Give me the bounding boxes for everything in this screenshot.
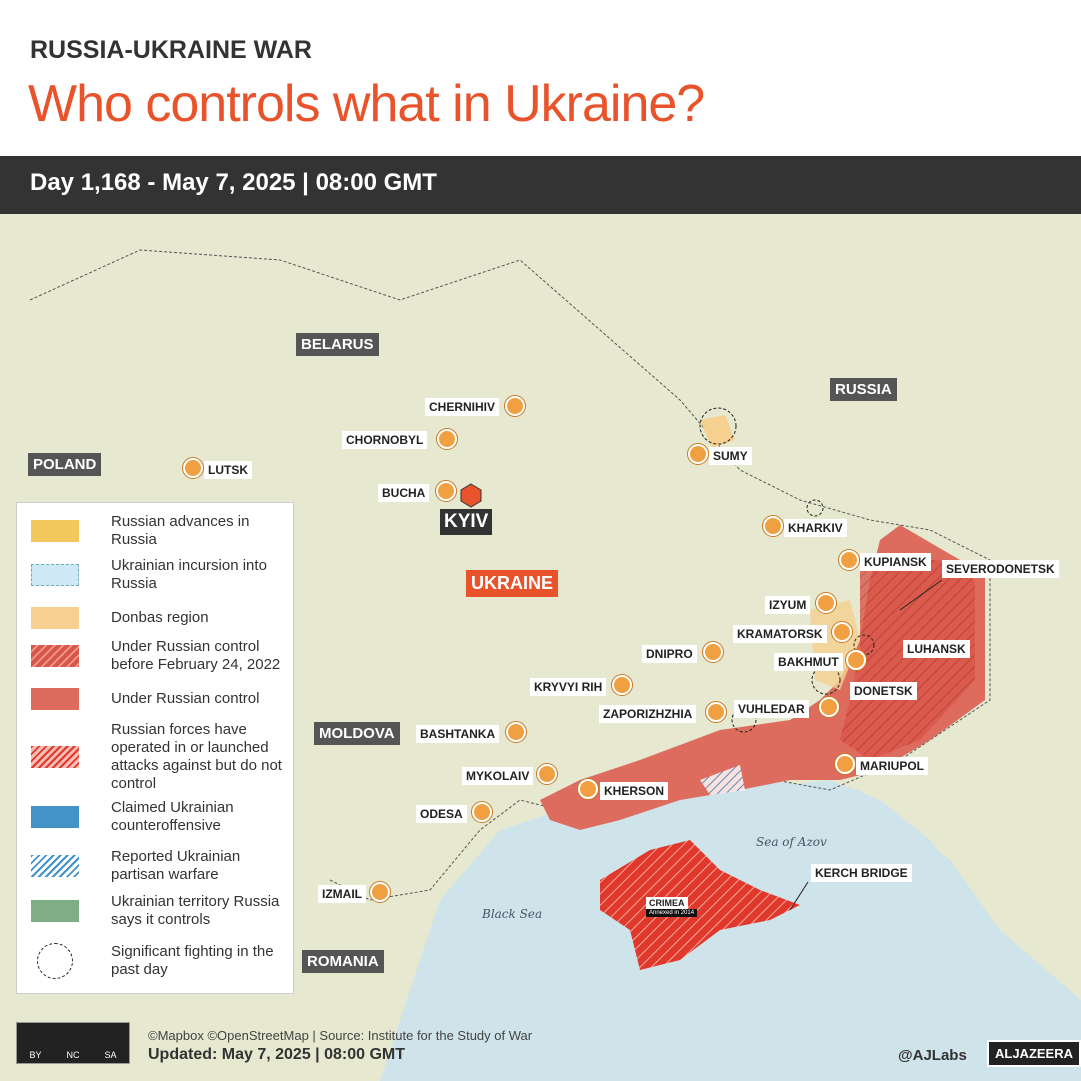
dateline: Day 1,168 - May 7, 2025 | 08:00 GMT [0, 156, 1081, 214]
legend-item-operated: Russian forces have operated in or launc… [31, 721, 291, 793]
ajlabs-handle: @AJLabs [898, 1047, 967, 1064]
city-marker [835, 754, 855, 774]
advances-sumy [700, 415, 735, 448]
city-marker [706, 702, 726, 722]
creative-commons-license-icon: BY NC SA [16, 1022, 130, 1064]
city-mariupol: MARIUPOL [856, 757, 928, 775]
fighting-sumy [699, 407, 737, 445]
city-severodonetsk: SEVERODONETSK [942, 560, 1059, 578]
legend-item-fighting: Significant fighting in the past day [31, 943, 291, 979]
city-dnipro: DNIPRO [642, 645, 697, 663]
country-moldova: MOLDOVA [314, 722, 400, 745]
city-marker [370, 882, 390, 902]
city-marker [436, 481, 456, 501]
city-kupiansk: KUPIANSK [860, 553, 931, 571]
city-marker [183, 458, 203, 478]
country-poland: POLAND [28, 453, 102, 476]
fighting-swatch-icon [31, 943, 79, 979]
city-vuhledar: VUHLEDAR [734, 700, 809, 718]
partisan-swatch-icon [31, 855, 79, 877]
city-marker [846, 650, 866, 670]
city-marker [703, 642, 723, 662]
city-marker [472, 802, 492, 822]
black-sea-label: Black Sea [481, 907, 542, 921]
city-sumy: SUMY [709, 447, 752, 465]
legend: Russian advances in Russia Ukrainian inc… [16, 502, 294, 994]
city-marker [763, 516, 783, 536]
city-marker [612, 675, 632, 695]
city-mykolaiv: MYKOLAIV [462, 767, 534, 785]
crimea-area [600, 840, 800, 970]
donbas-swatch-icon [31, 607, 79, 629]
city-marker [832, 622, 852, 642]
city-marker [506, 722, 526, 742]
operated-swatch-icon [31, 746, 79, 768]
counteroffensive-swatch-icon [31, 806, 79, 828]
country-belarus: BELARUS [296, 333, 379, 356]
country-russia: RUSSIA [830, 378, 897, 401]
advances-swatch-icon [31, 520, 79, 542]
legend-item-counteroffensive: Claimed Ukrainian counteroffensive [31, 799, 291, 835]
city-kryvyi-rih: KRYVYI RIH [530, 678, 607, 696]
city-zaporizhzhia: ZAPORIZHZHIA [599, 705, 697, 723]
city-chernihiv: CHERNIHIV [425, 398, 500, 416]
aljazeera-logo: ALJAZEERA [987, 1040, 1081, 1067]
pre-2022-swatch-icon [31, 645, 79, 667]
country-ukraine: UKRAINE [466, 570, 559, 597]
city-odesa: ODESA [416, 805, 467, 823]
city-donetsk: DONETSK [850, 682, 917, 700]
kicker: RUSSIA-UKRAINE WAR [30, 36, 312, 64]
city-bucha: BUCHA [378, 484, 430, 502]
fighting-kharkiv [806, 499, 824, 517]
russia-says-swatch-icon [31, 900, 79, 922]
kyiv-capital-icon [460, 483, 482, 508]
city-kherson: KHERSON [600, 782, 669, 800]
crimea-label: CRIMEA [646, 897, 688, 909]
city-kramatorsk: KRAMATORSK [733, 625, 827, 643]
header: RUSSIA-UKRAINE WAR Who controls what in … [0, 0, 1081, 156]
sea-of-azov-label: Sea of Azov [756, 835, 827, 849]
city-marker [505, 396, 525, 416]
city-lutsk: LUTSK [204, 461, 252, 479]
legend-item-donbas: Donbas region [31, 607, 291, 629]
incursion-swatch-icon [31, 564, 79, 586]
city-chornobyl: CHORNOBYL [342, 431, 428, 449]
city-kharkiv: KHARKIV [784, 519, 847, 537]
pre-2022-control-area [840, 560, 975, 760]
severodonetsk-leader [899, 579, 943, 611]
city-marker [688, 444, 708, 464]
city-marker [819, 697, 839, 717]
legend-item-partisan: Reported Ukrainian partisan warfare [31, 848, 291, 884]
city-marker [839, 550, 859, 570]
city-bashtanka: BASHTANKA [416, 725, 500, 743]
city-bakhmut: BAKHMUT [774, 653, 843, 671]
legend-item-russia-says: Ukrainian territory Russia says it contr… [31, 893, 291, 929]
updated-timestamp: Updated: May 7, 2025 | 08:00 GMT [148, 1046, 406, 1063]
legend-item-control: Under Russian control [31, 688, 291, 710]
city-luhansk: LUHANSK [903, 640, 970, 658]
city-izmail: IZMAIL [318, 885, 366, 903]
credits: ©Mapbox ©OpenStreetMap | Source: Institu… [148, 1028, 533, 1043]
city-marker [578, 779, 598, 799]
legend-item-advances: Russian advances in Russia [31, 513, 291, 549]
city-marker [816, 593, 836, 613]
control-swatch-icon [31, 688, 79, 710]
kerch-leader [789, 881, 809, 911]
legend-item-pre-2022: Under Russian control before February 24… [31, 638, 296, 674]
city-izyum: IZYUM [765, 596, 811, 614]
kerch-bridge-label: KERCH BRIDGE [811, 864, 912, 882]
city-marker [437, 429, 457, 449]
page-title: Who controls what in Ukraine? [28, 75, 705, 133]
partisan-area [700, 765, 745, 795]
city-kyiv: KYIV [440, 509, 493, 535]
crimea-annexed-note: Annexed in 2014 [646, 909, 698, 917]
country-romania: ROMANIA [302, 950, 384, 973]
city-marker [537, 764, 557, 784]
legend-item-incursion: Ukrainian incursion into Russia [31, 557, 291, 593]
